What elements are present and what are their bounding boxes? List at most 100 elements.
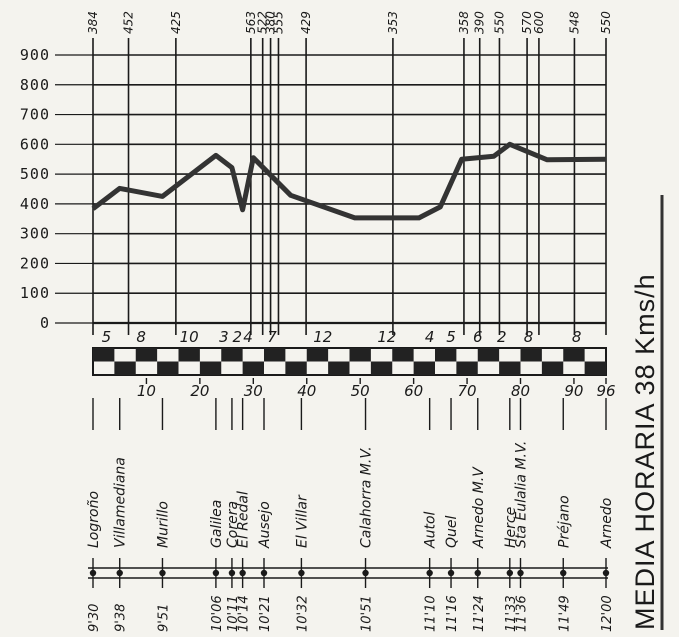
town-name: Galilea bbox=[209, 500, 225, 548]
side-title-block: MEDIA HORARIA 38 Kms/h bbox=[630, 195, 664, 630]
time-label: 10'51 bbox=[360, 595, 375, 632]
x-tick-label: 96 bbox=[596, 382, 615, 400]
altitude-label: 600 bbox=[532, 11, 546, 34]
altitude-label: 550 bbox=[599, 11, 613, 34]
timeline-dot bbox=[228, 569, 236, 577]
scale-bar-cell bbox=[199, 361, 222, 375]
timeline-dot bbox=[298, 569, 305, 577]
scale-bar-cell bbox=[242, 361, 264, 375]
altitude-label: 380 bbox=[264, 11, 278, 34]
time-label: 9'51 bbox=[156, 604, 171, 632]
y-tick-label: 700 bbox=[20, 106, 50, 124]
side-title: MEDIA HORARIA 38 Kms/h bbox=[630, 273, 660, 630]
y-tick-label: 300 bbox=[20, 225, 50, 243]
y-tick-label: 500 bbox=[20, 165, 50, 183]
altitude-label: 429 bbox=[299, 11, 313, 34]
time-label: 11'16 bbox=[445, 595, 460, 632]
town-name: Murillo bbox=[155, 501, 171, 548]
y-tick-label: 900 bbox=[20, 46, 50, 64]
segment-distance: 12 bbox=[377, 328, 396, 346]
x-tick-label: 70 bbox=[458, 382, 477, 400]
elevation-line bbox=[91, 141, 607, 221]
timeline-dot bbox=[447, 569, 455, 577]
segment-distance: 2 bbox=[233, 328, 243, 346]
time-label: 10'32 bbox=[295, 595, 310, 632]
scale-bar-cell bbox=[435, 348, 457, 362]
altitude-label: 555 bbox=[271, 11, 285, 34]
segment-distance: 8 bbox=[136, 328, 146, 346]
altitude-label: 548 bbox=[567, 11, 581, 34]
x-tick-label: 50 bbox=[351, 382, 370, 400]
timeline-dot bbox=[260, 569, 268, 577]
segment-distance: 4 bbox=[425, 328, 435, 346]
scale-bar-cell bbox=[499, 361, 521, 375]
altitude-label: 390 bbox=[473, 11, 487, 34]
scale-bar-cell bbox=[456, 361, 478, 375]
time-label: 11'49 bbox=[557, 595, 572, 632]
time-label: 11'36 bbox=[515, 595, 530, 632]
y-tick-label: 0 bbox=[40, 314, 50, 332]
scale-bar-cell bbox=[520, 348, 542, 362]
altitude-label: 452 bbox=[122, 11, 136, 34]
segment-distance: 2 bbox=[497, 328, 507, 346]
x-tick-label: 10 bbox=[137, 382, 156, 400]
timeline-dot bbox=[89, 569, 97, 577]
scale-bar-cell bbox=[563, 348, 585, 362]
x-tick-label: 30 bbox=[244, 382, 263, 400]
x-axis-km-ticks: 10 20 30 40 50 60 70 80 90 96 bbox=[137, 378, 616, 400]
timeline-dot bbox=[159, 569, 166, 577]
scale-bar-cell bbox=[306, 348, 329, 362]
altitude-label: 425 bbox=[169, 11, 183, 34]
scale-bar-cell bbox=[349, 348, 371, 362]
y-tick-label: 800 bbox=[20, 76, 50, 94]
town-name: Sta Eulalia M.V. bbox=[514, 441, 530, 548]
time-label: 10'06 bbox=[210, 595, 225, 632]
town-name: Villamediana bbox=[113, 457, 129, 548]
timeline-dot bbox=[506, 569, 514, 577]
timeline-dot bbox=[426, 569, 433, 577]
scale-bar-cell bbox=[157, 361, 179, 375]
scale-bar-cell bbox=[477, 348, 500, 362]
segment-distance: 5 bbox=[102, 328, 112, 346]
town-name: Arnedo M.V bbox=[471, 466, 487, 549]
time-label: 10'14 bbox=[237, 595, 252, 632]
town-name: Ausejo bbox=[257, 501, 273, 549]
scale-bar-cell bbox=[541, 361, 564, 375]
altitude-label: 353 bbox=[386, 11, 400, 34]
x-tick-label: 20 bbox=[190, 382, 209, 400]
town-name: Herce bbox=[503, 507, 519, 548]
town-name: Corera bbox=[225, 501, 241, 548]
town-name: Quel bbox=[444, 515, 460, 548]
scale-bar-cell bbox=[178, 348, 200, 362]
scale-bar-cell bbox=[221, 348, 243, 362]
segment-distance: 10 bbox=[180, 328, 199, 346]
segment-distance: 4 bbox=[243, 328, 253, 346]
altitude-label: 550 bbox=[492, 11, 506, 34]
town-name: El Redal bbox=[236, 491, 252, 548]
scale-bar-cell bbox=[135, 348, 158, 362]
segment-distance: 8 bbox=[572, 328, 582, 346]
time-label: 10'11 bbox=[226, 595, 241, 632]
timeline-dot bbox=[212, 569, 220, 577]
segment-distance: 12 bbox=[313, 328, 332, 346]
time-label: 11'33 bbox=[504, 595, 519, 632]
town-ticks: Logroño Villamediana Murillo Galilea CoreraE… bbox=[86, 398, 615, 549]
segment-distance: 6 bbox=[473, 328, 483, 346]
scale-bar-cell bbox=[584, 361, 606, 375]
segment-distance: 8 bbox=[524, 328, 534, 346]
town-name: El Villar bbox=[294, 494, 310, 548]
town-name: Logroño bbox=[86, 491, 102, 548]
segment-distance: 3 bbox=[219, 328, 229, 346]
y-tick-label: 600 bbox=[20, 135, 50, 153]
y-tick-label: 200 bbox=[20, 254, 50, 272]
town-name: Arnedo bbox=[599, 498, 615, 549]
time-label: 11'24 bbox=[472, 595, 487, 632]
scale-bar-cell bbox=[328, 361, 350, 375]
time-label: 12'00 bbox=[600, 595, 615, 632]
time-label: 9'30 bbox=[87, 604, 102, 632]
chart-grid bbox=[92, 38, 607, 335]
time-label: 11'10 bbox=[424, 595, 439, 632]
